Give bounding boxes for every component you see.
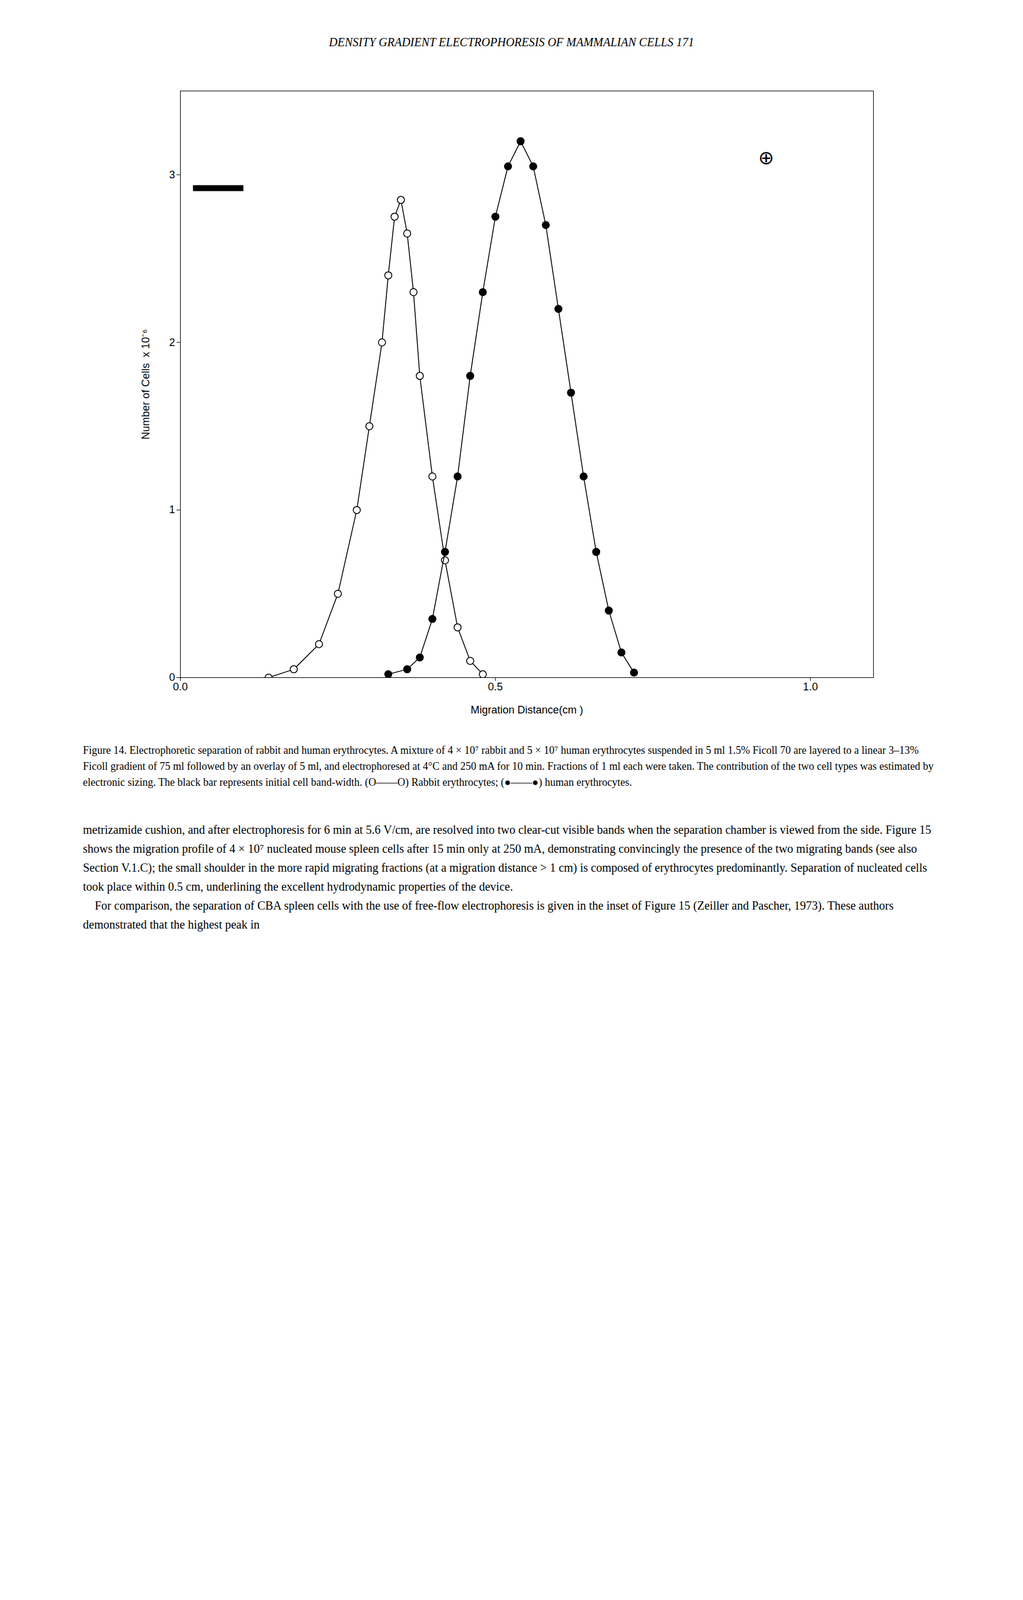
svg-text:0.5: 0.5 [487, 680, 503, 693]
svg-text:Number of Cells x 10⁻⁶: Number of Cells x 10⁻⁶ [139, 328, 152, 439]
html-text:DENSITY GRADIENT ELECTROPHORES: DENSITY GRADIENT ELECTROPHORESIS OF MAMM… [328, 35, 695, 49]
svg-text:1.0: 1.0 [802, 680, 818, 693]
svg-text:0: 0 [168, 671, 175, 684]
svg-text:Migration Distance(cm ): Migration Distance(cm ) [470, 703, 583, 716]
svg-text:⊕: ⊕ [758, 146, 775, 169]
svg-text:3: 3 [168, 168, 175, 181]
svg-text:0.0: 0.0 [172, 680, 188, 693]
html-text:For comparison, the separation: For comparison, the separation of CBA sp… [82, 898, 897, 931]
svg-text:1: 1 [168, 503, 175, 516]
svg-text:2: 2 [168, 336, 175, 349]
html-text:Figure 14. Electrophoretic sep: Figure 14. Electrophoretic separation of… [82, 744, 934, 788]
html-text:metrizamide cushion, and after: metrizamide cushion, and after electroph… [82, 822, 935, 893]
